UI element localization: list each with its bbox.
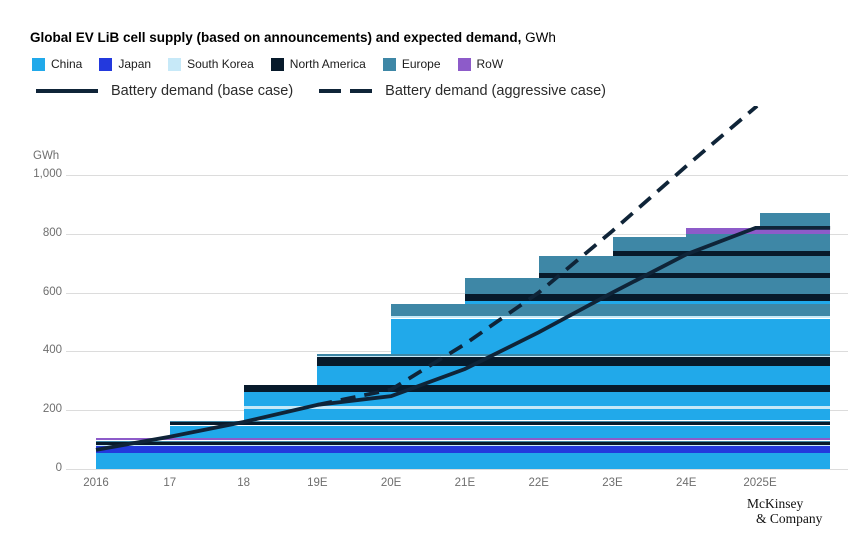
bar-segment-18-north-america — [243, 385, 830, 392]
y-tick-label: 0 — [55, 462, 62, 474]
legend-item-europe: Europe — [382, 57, 441, 71]
y-tick-label: 400 — [42, 344, 62, 357]
bar-segment-2016-china — [96, 453, 830, 469]
gridline-0 — [66, 469, 848, 470]
bar-segment-21E-north-america — [464, 293, 830, 301]
bar-segment-21E-europe — [464, 277, 830, 294]
bar-segment-20E-china — [391, 318, 830, 355]
x-tick-label-2025E: 2025E — [743, 477, 777, 489]
bar-segment-21E-china — [464, 300, 830, 305]
logo-line-2: & Company — [756, 511, 823, 526]
x-tick-label-23E: 23E — [602, 477, 623, 489]
bar-segment-2016-south-korea — [96, 444, 830, 447]
bar-segment-24E-row — [686, 227, 830, 234]
bar-segment-23E-europe — [612, 236, 830, 251]
dash-segment — [350, 89, 373, 93]
legend-item-demand-solid: Battery demand (base case) — [36, 83, 293, 99]
y-tick-label: 200 — [42, 403, 62, 416]
y-tick-label: 800 — [42, 226, 62, 239]
bar-segment-23E-north-america — [612, 250, 830, 256]
logo-line-1: McKinsey — [747, 496, 804, 511]
legend-swatch-icon — [270, 57, 284, 71]
bar-segment-22E-europe — [538, 255, 830, 274]
chart-title-text: Global EV LiB cell supply (based on anno… — [30, 30, 522, 45]
chart-title-unit: GWh — [525, 30, 556, 45]
bar-segment-18-china — [243, 392, 830, 407]
bar-segment-18-china — [243, 409, 830, 421]
legend-label: Battery demand (base case) — [111, 83, 294, 99]
bar-segment-2025E-europe — [760, 213, 830, 228]
legend-label: Japan — [118, 57, 152, 71]
y-tick-label: 1,000 — [33, 168, 62, 180]
bar-segment-20E-south-korea — [391, 315, 830, 319]
x-tick-label-17: 17 — [163, 477, 177, 489]
legend-item-china: China — [32, 57, 82, 71]
bar-segment-19E-china — [317, 365, 830, 386]
chart-title: Global EV LiB cell supply (based on anno… — [30, 30, 556, 45]
bar-segment-2016-europe — [96, 440, 830, 442]
bar-segment-2016-north-america — [96, 441, 830, 445]
legend-item-japan: Japan — [99, 57, 151, 71]
legend-swatch-icon — [32, 57, 45, 71]
bar-segment-17-china — [169, 425, 830, 439]
bar-segment-19E-south-korea — [317, 355, 830, 357]
legend-item-row: RoW — [457, 57, 504, 71]
legend-label: North America — [289, 57, 366, 71]
legend-label: Europe — [401, 57, 441, 71]
legend-item-south-korea: South Korea — [168, 57, 254, 71]
x-tick-label-18: 18 — [237, 477, 250, 489]
x-tick-label-19E: 19E — [307, 477, 328, 489]
legend-item-north-america: North America — [270, 57, 366, 71]
mckinsey-logo: McKinsey & Company — [747, 496, 822, 526]
bar-segment-20E-europe — [391, 304, 830, 316]
legend-swatch-icon — [99, 57, 113, 71]
legend-swatch-icon — [382, 57, 396, 71]
legend-label: RoW — [476, 57, 504, 71]
dashed-line-icon — [319, 89, 373, 93]
x-tick-label-22E: 22E — [528, 477, 549, 489]
y-axis-title: GWh — [33, 150, 60, 162]
x-tick-label-24E: 24E — [675, 477, 697, 489]
bar-segment-22E-north-america — [538, 273, 830, 278]
bar-segment-24E-europe — [686, 233, 830, 237]
bar-segment-2016-row — [96, 438, 830, 441]
bar-segment-17-europe — [169, 420, 830, 422]
y-tick-label: 600 — [42, 285, 62, 298]
bar-segment-18-south-korea — [243, 406, 830, 410]
x-tick-label-21E: 21E — [454, 477, 476, 489]
bar-segment-19E-north-america — [317, 357, 830, 366]
legend-swatch-icon — [457, 57, 471, 71]
legend-demand-lines: Battery demand (base case) Battery demand… — [36, 83, 606, 99]
solid-line-icon — [36, 89, 98, 93]
x-tick-label-2016: 2016 — [83, 477, 109, 489]
bar-segment-2016-japan — [96, 446, 830, 454]
gridline-1000 — [66, 175, 848, 176]
legend-regions: China Japan South Korea North America Europe… — [32, 57, 503, 71]
dash-segment — [319, 89, 342, 93]
x-tick-label-20E: 20E — [380, 477, 402, 489]
legend-label: Battery demand (aggressive case) — [385, 83, 606, 99]
bar-segment-19E-europe — [317, 354, 830, 356]
bar-segment-17-north-america — [169, 421, 830, 426]
legend-swatch-icon — [168, 57, 182, 71]
legend-label: South Korea — [187, 57, 254, 71]
legend-item-demand-dashed: Battery demand (aggressive case) — [319, 83, 606, 99]
legend-label: China — [51, 57, 83, 71]
